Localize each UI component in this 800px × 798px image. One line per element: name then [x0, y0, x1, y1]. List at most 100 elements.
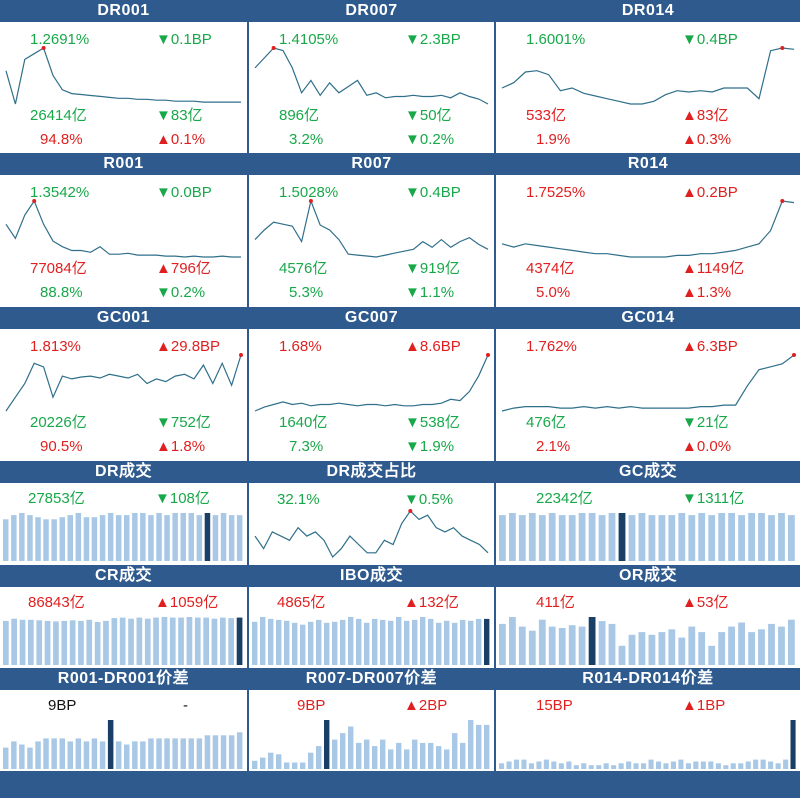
bar — [316, 746, 322, 769]
bar — [718, 513, 726, 561]
bar — [506, 761, 512, 769]
bar — [332, 739, 338, 769]
bar — [107, 513, 114, 561]
bar — [558, 515, 566, 561]
bar — [788, 515, 795, 561]
share-value: 90.5% — [40, 438, 83, 455]
share-change: ▼0.2% — [156, 284, 206, 301]
volume-change: ▼919亿 — [405, 260, 460, 277]
bar — [518, 515, 526, 561]
bar — [618, 645, 626, 665]
bar — [573, 765, 579, 769]
bar — [404, 620, 410, 665]
bar-chart — [499, 720, 796, 769]
value-primary: 4865亿 — [277, 594, 326, 611]
bar — [115, 515, 122, 561]
bar — [188, 738, 194, 769]
tile-title: CR成交 — [0, 565, 247, 587]
bar — [75, 513, 82, 561]
bar — [86, 619, 93, 665]
bar — [509, 513, 516, 561]
volume-change: ▼752亿 — [156, 414, 211, 431]
bar — [499, 623, 506, 665]
bar — [670, 761, 676, 769]
rate-change: ▼2.3BP — [405, 31, 461, 48]
bar — [388, 620, 394, 665]
bar — [648, 515, 656, 561]
bar-latest — [204, 513, 211, 561]
bar — [444, 620, 450, 665]
bar — [598, 515, 606, 561]
bar — [404, 749, 410, 769]
value-change: ▲1059亿 — [155, 594, 219, 611]
bar — [372, 618, 378, 665]
bar — [668, 629, 676, 665]
tile-or-volume: OR成交 411亿 ▲53亿 — [496, 565, 800, 666]
bar — [598, 621, 606, 665]
bar — [115, 741, 122, 769]
footer-bar — [0, 771, 800, 798]
bar — [83, 517, 90, 561]
bar — [436, 622, 442, 665]
bar — [753, 759, 759, 769]
tile-title: GC成交 — [496, 461, 800, 483]
bar — [220, 617, 226, 665]
bar — [186, 617, 193, 665]
bar — [94, 622, 101, 665]
peak-marker — [486, 353, 490, 357]
tile-title: DR014 — [496, 0, 800, 22]
bar — [220, 735, 227, 769]
bar — [603, 763, 609, 769]
tile-gc014: GC014 1.762% ▲6.3BP 476亿 ▼21亿 2.1% ▲0.0% — [496, 307, 800, 458]
bar — [212, 515, 219, 561]
bar — [91, 517, 98, 561]
bar — [308, 752, 314, 769]
bar — [164, 515, 170, 561]
bar — [3, 747, 9, 769]
bar-latest — [790, 720, 796, 769]
series-line — [501, 47, 795, 105]
bar — [252, 621, 258, 665]
bar — [420, 617, 426, 665]
bar — [156, 513, 162, 561]
bar — [27, 747, 33, 769]
bar-chart — [499, 513, 795, 561]
bar — [19, 513, 25, 561]
line-chart — [501, 353, 796, 412]
bar — [596, 765, 602, 769]
tile-title: DR成交占比 — [249, 461, 494, 483]
share-change: ▲0.1% — [156, 131, 206, 148]
bar — [19, 744, 25, 769]
bar — [148, 738, 154, 769]
bar — [172, 513, 178, 561]
bar — [260, 617, 266, 665]
bar — [476, 618, 482, 665]
bar — [292, 622, 298, 665]
bar — [203, 617, 209, 665]
bar — [180, 738, 186, 769]
share-change: ▲1.3% — [682, 284, 732, 301]
bar — [528, 763, 534, 769]
bar — [628, 515, 636, 561]
series-line — [501, 200, 795, 258]
bar — [685, 763, 691, 769]
bar — [140, 741, 146, 769]
bar — [768, 623, 775, 665]
tile-gc-volume: GC成交 22342亿 ▼1311亿 — [496, 461, 800, 562]
bar — [783, 759, 789, 769]
bar — [715, 763, 721, 769]
value-primary: 22342亿 — [536, 490, 593, 507]
bar — [78, 620, 84, 665]
bar — [396, 617, 402, 665]
value-primary: 27853亿 — [28, 490, 85, 507]
divider — [494, 0, 496, 771]
bar — [768, 515, 775, 561]
bar — [436, 746, 442, 769]
share-value: 5.3% — [289, 284, 324, 301]
tile-spread-r007-dr007: R007-DR007价差 9BP ▲2BP — [249, 668, 494, 770]
bar — [316, 619, 322, 665]
tile-dr-volume: DR成交 27853亿 ▼108亿 — [0, 461, 247, 562]
value-change: ▲1BP — [682, 697, 726, 714]
bar — [75, 738, 82, 769]
